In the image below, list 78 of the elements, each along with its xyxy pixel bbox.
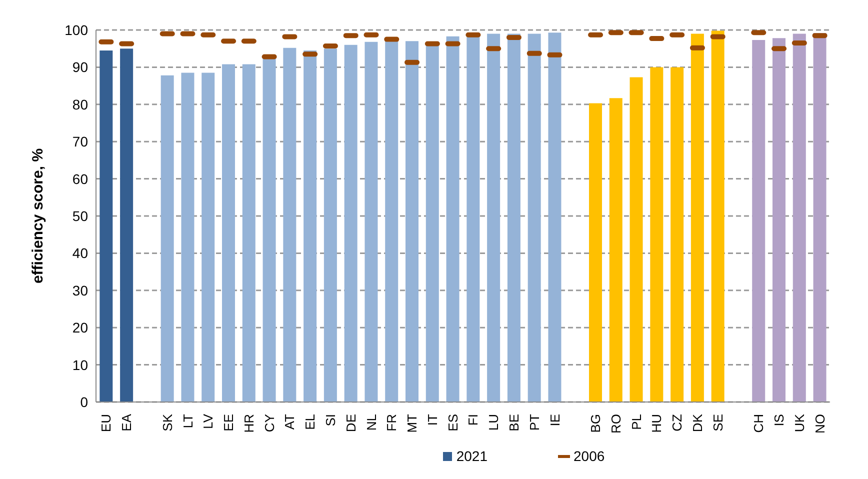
- x-tick-label: CZ: [670, 414, 685, 432]
- legend-label: 2021: [455, 448, 488, 464]
- bar: [242, 64, 256, 402]
- bar: [630, 77, 643, 402]
- x-tick-label: UK: [792, 414, 807, 432]
- bar: [792, 34, 806, 402]
- y-tick-label: 70: [72, 134, 88, 150]
- x-tick-label: EE: [221, 414, 236, 432]
- bar: [100, 50, 113, 402]
- y-tick-label: 60: [72, 170, 88, 187]
- bar: [160, 75, 174, 402]
- x-tick-label: IS: [772, 414, 787, 426]
- bar: [304, 50, 317, 402]
- x-tick-label: FR: [384, 414, 400, 432]
- x-tick-label: RO: [608, 414, 624, 434]
- y-tick-label: 50: [72, 208, 88, 224]
- bar: [711, 30, 724, 402]
- bar: [222, 64, 236, 402]
- x-tick-label: CH: [751, 414, 766, 433]
- x-tick-label: DE: [343, 414, 358, 432]
- x-tick-label: LU: [486, 414, 502, 431]
- x-tick-label: ES: [445, 414, 460, 432]
- x-tick-label: IE: [547, 414, 562, 426]
- x-tick-label: PL: [628, 414, 644, 430]
- bar: [262, 58, 276, 402]
- x-tick-label: LT: [180, 414, 196, 428]
- x-tick-label: SI: [322, 414, 338, 426]
- x-tick-label: EA: [119, 414, 134, 432]
- x-tick-label: BE: [506, 414, 522, 432]
- bar: [752, 40, 766, 402]
- y-tick-label: 30: [72, 282, 88, 298]
- bar: [670, 67, 684, 402]
- bar: [589, 103, 602, 402]
- x-tick-label: EL: [302, 414, 318, 430]
- x-tick-label: HU: [649, 414, 664, 433]
- bar: [202, 72, 215, 402]
- x-tick-label: SE: [710, 414, 726, 432]
- x-tick-label: BG: [588, 414, 604, 433]
- x-tick-label: IT: [424, 414, 440, 426]
- bar: [406, 41, 419, 402]
- x-tick-label: NL: [364, 414, 379, 431]
- x-tick-label: DK: [690, 414, 705, 432]
- x-tick-label: CY: [262, 414, 277, 432]
- x-tick-label: FI: [466, 414, 481, 426]
- y-tick-label: 100: [64, 22, 88, 38]
- bar: [487, 34, 500, 402]
- bar: [364, 42, 378, 402]
- y-tick-label: 0: [80, 394, 88, 410]
- x-tick-label: AT: [282, 414, 298, 430]
- bar: [446, 36, 460, 402]
- bar: [772, 38, 786, 402]
- x-tick-label: PT: [526, 414, 542, 431]
- y-tick-label: 40: [72, 245, 88, 262]
- bar: [283, 48, 296, 402]
- bar: [120, 48, 134, 402]
- x-tick-label: HR: [241, 414, 256, 433]
- bar: [609, 98, 622, 402]
- x-tick-label: LV: [200, 414, 216, 429]
- x-tick-label: SK: [160, 414, 175, 432]
- y-tick-label: 80: [72, 96, 88, 112]
- bar: [813, 32, 826, 402]
- y-tick-label: 20: [72, 320, 88, 336]
- bar: [181, 72, 194, 402]
- bar: [385, 39, 398, 402]
- x-tick-label: MT: [404, 414, 420, 433]
- y-tick-label: 10: [72, 356, 88, 373]
- x-tick-label: NO: [812, 414, 828, 434]
- y-axis-title: efficiency score, %: [29, 148, 46, 284]
- bar: [690, 34, 704, 402]
- legend-label: 2006: [572, 448, 605, 464]
- bar: [548, 32, 562, 402]
- bar: [650, 67, 664, 402]
- bar: [324, 48, 337, 402]
- y-tick-label: 90: [72, 59, 88, 76]
- x-tick-label: EU: [98, 414, 114, 432]
- bar: [507, 34, 520, 402]
- bar: [344, 44, 358, 402]
- bar: [528, 34, 541, 402]
